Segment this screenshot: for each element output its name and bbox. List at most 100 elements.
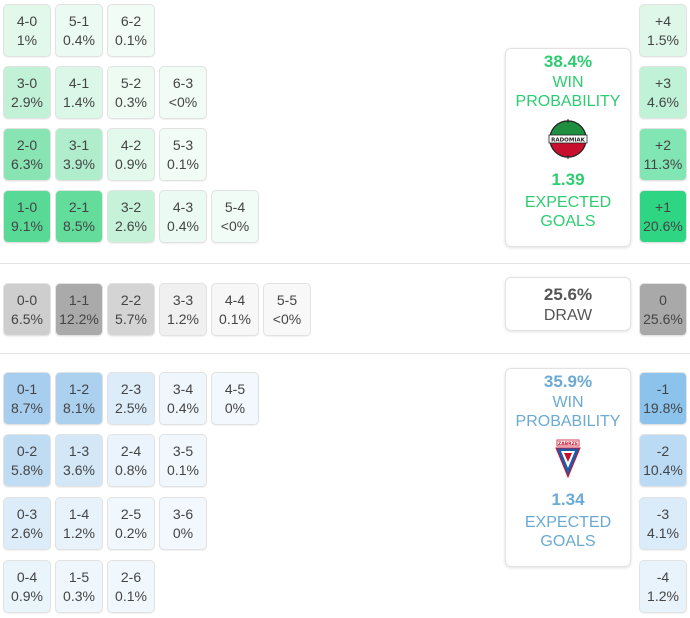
away-scoreline-cell[interactable]: 1-5 0.3% (55, 560, 103, 613)
home-scoreline-cell[interactable]: 1-0 9.1% (3, 190, 51, 243)
home-scoreline-cell[interactable]: 3-1 3.9% (55, 128, 103, 181)
home-margin-cell[interactable]: +3 4.6% (639, 66, 687, 119)
away-scoreline-cell[interactable]: 3-4 0.4% (159, 372, 207, 425)
away-scoreline-cell[interactable]: 0-3 2.6% (3, 497, 51, 550)
home-expected-goals-value: 1.39 (551, 170, 585, 189)
home-win-panel: 38.4% WIN PROBABILITY RADOMIAK 1.39 EXPE… (505, 48, 631, 247)
score-label: +2 (655, 136, 671, 153)
away-scoreline-cell[interactable]: 3-6 0% (159, 497, 207, 550)
away-scoreline-cell[interactable]: 1-2 8.1% (55, 372, 103, 425)
home-scoreline-cell[interactable]: 2-0 6.3% (3, 128, 51, 181)
probability-label: <0% (220, 217, 250, 234)
score-label: 2-6 (120, 568, 142, 585)
away-scoreline-cell[interactable]: 0-2 5.8% (3, 434, 51, 487)
score-label: -3 (656, 505, 670, 522)
home-scoreline-cell[interactable]: 4-0 1% (3, 4, 51, 57)
draw-label: DRAW (543, 306, 593, 324)
away-scoreline-cell[interactable]: 3-5 0.1% (159, 434, 207, 487)
draw-panel: 25.6% DRAW (505, 277, 631, 331)
draw-scoreline-cell[interactable]: 4-4 0.1% (211, 283, 259, 336)
score-label: +4 (655, 12, 671, 29)
home-scoreline-cell[interactable]: 3-0 2.9% (3, 66, 51, 119)
probability-label: 8.7% (11, 399, 43, 416)
away-margin-cell[interactable]: -4 1.2% (639, 560, 687, 613)
away-scoreline-cell[interactable]: 2-6 0.1% (107, 560, 155, 613)
away-scoreline-cell[interactable]: 4-5 0% (211, 372, 259, 425)
home-scoreline-cell[interactable]: 5-4 <0% (211, 190, 259, 243)
probability-label: 0.3% (63, 587, 95, 604)
probability-label: 11.3% (643, 155, 683, 172)
home-scoreline-cell[interactable]: 4-2 0.9% (107, 128, 155, 181)
probability-label: 4.6% (647, 93, 679, 110)
score-label: 1-5 (68, 568, 90, 585)
home-scoreline-cell[interactable]: 5-2 0.3% (107, 66, 155, 119)
away-expected-goals-value: 1.34 (551, 490, 585, 509)
home-margin-cell[interactable]: +4 1.5% (639, 4, 687, 57)
home-scoreline-cell[interactable]: 3-2 2.6% (107, 190, 155, 243)
probability-label: 1.5% (647, 31, 679, 48)
away-scoreline-cell[interactable]: 1-3 3.6% (55, 434, 103, 487)
score-label: 6-2 (120, 12, 142, 29)
away-scoreline-cell[interactable]: 2-3 2.5% (107, 372, 155, 425)
score-label: 0-4 (16, 568, 38, 585)
draw-scoreline-cell[interactable]: 1-1 12.2% (55, 283, 103, 336)
away-win-panel: 35.9% WIN PROBABILITY ZABRZE 1.34 EXPECT… (505, 368, 631, 567)
score-label: -1 (656, 380, 670, 397)
score-label: 3-3 (172, 291, 194, 308)
probability-label: 3.6% (63, 461, 95, 478)
probability-label: 2.6% (11, 524, 43, 541)
probability-label: 4.1% (647, 524, 679, 541)
draw-scoreline-cell[interactable]: 2-2 5.7% (107, 283, 155, 336)
home-expected-goals-label: EXPECTED GOALS (524, 194, 612, 230)
score-label: 3-1 (68, 136, 90, 153)
home-scoreline-cell[interactable]: 4-1 1.4% (55, 66, 103, 119)
probability-label: 0.1% (167, 155, 199, 172)
home-scoreline-cell[interactable]: 6-3 <0% (159, 66, 207, 119)
home-margin-cell[interactable]: +1 20.6% (639, 190, 687, 243)
away-scoreline-cell[interactable]: 1-4 1.2% (55, 497, 103, 550)
home-scoreline-cell[interactable]: 2-1 8.5% (55, 190, 103, 243)
draw-scoreline-cell[interactable]: 3-3 1.2% (159, 283, 207, 336)
home-scoreline-cell[interactable]: 4-3 0.4% (159, 190, 207, 243)
probability-label: 0.1% (115, 31, 147, 48)
score-label: 2-0 (16, 136, 38, 153)
probability-label: 0.8% (115, 461, 147, 478)
away-scoreline-cell[interactable]: 2-5 0.2% (107, 497, 155, 550)
away-scoreline-cell[interactable]: 0-4 0.9% (3, 560, 51, 613)
probability-label: 19.8% (643, 399, 683, 416)
probability-label: 2.9% (11, 93, 43, 110)
score-label: 3-5 (172, 442, 194, 459)
home-win-percentage: 38.4% (543, 52, 593, 71)
draw-margin-cell[interactable]: 0 25.6% (639, 283, 687, 336)
away-scoreline-cell[interactable]: 2-4 0.8% (107, 434, 155, 487)
svg-text:ZABRZE: ZABRZE (558, 441, 578, 447)
draw-scoreline-cell[interactable]: 5-5 <0% (263, 283, 311, 336)
probability-label: 0.3% (115, 93, 147, 110)
score-label: 2-5 (120, 505, 142, 522)
score-label: 5-5 (276, 291, 298, 308)
away-win-percentage: 35.9% (543, 372, 593, 391)
score-label: 6-3 (172, 74, 194, 91)
score-label: +1 (655, 198, 671, 215)
radomiak-crest-icon: RADOMIAK (548, 119, 588, 159)
score-label: 2-4 (120, 442, 142, 459)
away-scoreline-cell[interactable]: 0-1 8.7% (3, 372, 51, 425)
home-margin-cell[interactable]: +2 11.3% (639, 128, 687, 181)
draw-scoreline-cell[interactable]: 0-0 6.5% (3, 283, 51, 336)
probability-label: 0.1% (219, 310, 251, 327)
score-label: 0-2 (16, 442, 38, 459)
score-label: 3-4 (172, 380, 194, 397)
probability-label: 5.7% (115, 310, 147, 327)
score-label: +3 (655, 74, 671, 91)
score-label: 4-2 (120, 136, 142, 153)
away-margin-cell[interactable]: -3 4.1% (639, 497, 687, 550)
home-scoreline-cell[interactable]: 5-1 0.4% (55, 4, 103, 57)
probability-label: 12.2% (59, 310, 99, 327)
probability-label: 0.4% (167, 217, 199, 234)
home-scoreline-cell[interactable]: 6-2 0.1% (107, 4, 155, 57)
away-margin-cell[interactable]: -1 19.8% (639, 372, 687, 425)
away-margin-cell[interactable]: -2 10.4% (639, 434, 687, 487)
home-scoreline-cell[interactable]: 5-3 0.1% (159, 128, 207, 181)
score-label: 3-0 (16, 74, 38, 91)
probability-label: 1.2% (167, 310, 199, 327)
